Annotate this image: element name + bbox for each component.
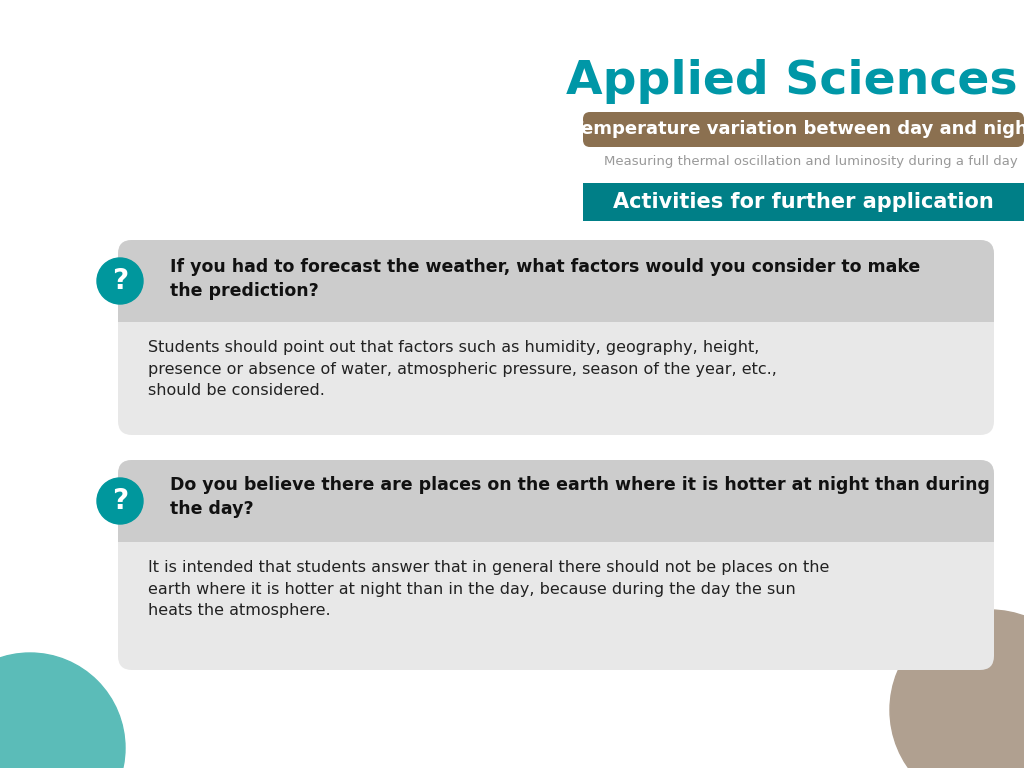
Text: Temperature variation between day and night: Temperature variation between day and ni… — [570, 121, 1024, 138]
Circle shape — [890, 610, 1024, 768]
FancyBboxPatch shape — [583, 183, 1024, 221]
Text: Do you believe there are places on the earth where it is hotter at night than du: Do you believe there are places on the e… — [170, 476, 990, 518]
FancyBboxPatch shape — [118, 460, 994, 670]
Text: ?: ? — [112, 267, 128, 295]
FancyBboxPatch shape — [118, 240, 994, 435]
Text: ?: ? — [112, 487, 128, 515]
FancyBboxPatch shape — [118, 240, 994, 322]
Bar — [118, 308, 994, 322]
FancyBboxPatch shape — [583, 112, 1024, 147]
Bar — [1019, 183, 1024, 221]
Circle shape — [97, 478, 143, 524]
Text: It is intended that students answer that in general there should not be places o: It is intended that students answer that… — [148, 560, 829, 618]
Bar — [118, 528, 994, 542]
Text: Activities for further application: Activities for further application — [613, 192, 994, 212]
Text: Students should point out that factors such as humidity, geography, height,
pres: Students should point out that factors s… — [148, 340, 777, 398]
Circle shape — [0, 653, 125, 768]
Text: If you had to forecast the weather, what factors would you consider to make
the : If you had to forecast the weather, what… — [170, 258, 921, 300]
Circle shape — [97, 258, 143, 304]
FancyBboxPatch shape — [118, 460, 994, 542]
Text: Measuring thermal oscillation and luminosity during a full day: Measuring thermal oscillation and lumino… — [604, 155, 1018, 168]
Text: Applied Sciences: Applied Sciences — [566, 59, 1018, 104]
